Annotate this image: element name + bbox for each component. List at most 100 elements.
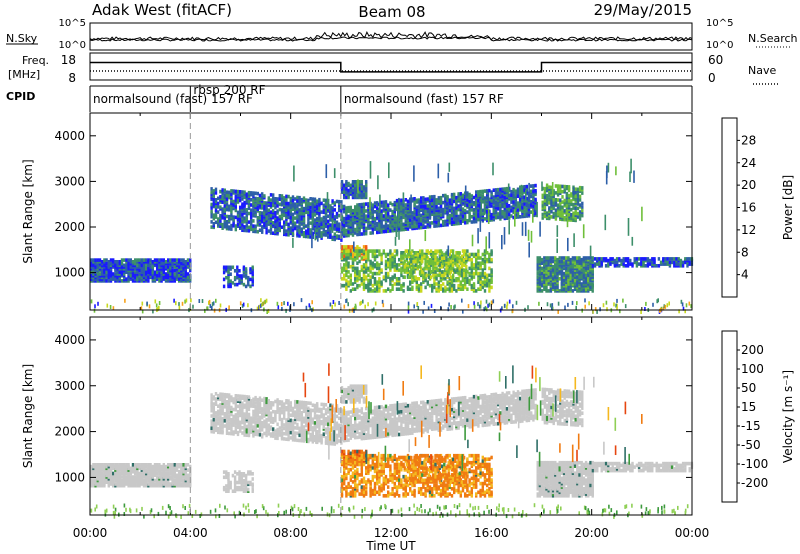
ground-scatter-cell [213, 308, 216, 313]
heat-cell [477, 198, 480, 203]
heat-cell [134, 279, 137, 283]
heat-cell [475, 252, 478, 257]
heat-cell [488, 259, 491, 264]
heat-cell [300, 217, 303, 221]
heat-cell [398, 268, 401, 272]
heat-cell [252, 227, 255, 232]
heat-cell [420, 282, 423, 286]
heat-cell [457, 214, 460, 219]
heat-cell [105, 463, 108, 467]
heat-cell [345, 252, 348, 257]
ground-scatter-cell [485, 307, 488, 312]
heat-cell [598, 260, 601, 265]
heat-cell [406, 227, 410, 231]
heat-cell [354, 187, 357, 191]
ground-scatter-cell [448, 302, 450, 307]
heat-cell [212, 222, 215, 226]
heat-cell [574, 190, 577, 195]
heat-cell [234, 208, 237, 213]
heat-cell [238, 269, 241, 273]
ground-scatter-cell [359, 301, 361, 306]
heat-cell [362, 212, 366, 217]
heat-cell [483, 196, 487, 200]
heat-cell [245, 228, 248, 233]
heat-cell [450, 206, 454, 211]
ground-scatter-cell [148, 304, 151, 309]
heat-cell [470, 197, 473, 202]
heat-cell [449, 270, 453, 274]
heat-cell [343, 245, 346, 249]
heat-cell [382, 200, 385, 204]
heat-cell [147, 279, 150, 283]
streak-cell [317, 232, 319, 242]
heat-cell [426, 204, 429, 208]
heat-cell [347, 264, 350, 269]
heat-cell [446, 287, 449, 291]
heat-cell [578, 198, 582, 202]
heat-cell [446, 280, 449, 284]
heat-cell [455, 289, 458, 293]
heat-cell [490, 285, 493, 290]
heat-cell [123, 279, 126, 283]
heat-cell [483, 289, 487, 293]
heat-cell [316, 216, 319, 221]
heat-cell [519, 185, 522, 190]
heat-cell [431, 221, 434, 225]
heat-cell [223, 188, 226, 193]
ground-scatter-cell [549, 303, 552, 308]
heat-cell [602, 257, 606, 261]
heat-cell [640, 257, 643, 261]
heat-cell [576, 270, 579, 274]
heat-cell [358, 249, 361, 253]
heat-cell [486, 251, 489, 255]
heat-cell [107, 273, 110, 278]
heat-cell [247, 190, 251, 195]
freq-panel-frame [89, 52, 693, 81]
heat-cell [470, 208, 473, 212]
heat-cell [109, 261, 113, 266]
heat-cell [461, 207, 465, 211]
heat-cell [103, 258, 106, 262]
heat-cell [258, 211, 262, 215]
streak-cell [520, 184, 523, 194]
streak-cell [311, 230, 313, 249]
heat-cell [378, 263, 381, 267]
heat-cell [422, 196, 425, 200]
heat-cell [389, 257, 392, 262]
heat-cell [547, 270, 550, 274]
heat-cell [343, 257, 346, 262]
heat-cell [373, 210, 377, 214]
heat-cell [429, 275, 433, 279]
heat-cell [305, 229, 308, 234]
heat-cell [238, 274, 241, 278]
heat-cell [556, 203, 560, 207]
heat-cell [305, 224, 308, 228]
heat-cell [591, 261, 594, 265]
streak-cell [369, 197, 371, 212]
heat-cell [382, 275, 385, 279]
heat-cell [225, 214, 229, 219]
ground-scatter-cell [312, 307, 314, 312]
heat-cell [574, 187, 577, 191]
heat-cell [164, 279, 168, 283]
heat-cell [116, 267, 119, 271]
heat-cell [283, 196, 286, 200]
ground-scatter-cell [567, 302, 569, 307]
heat-cell [274, 210, 277, 215]
heat-cell [367, 287, 370, 291]
heat-cell [516, 201, 520, 205]
heat-cell [90, 279, 93, 283]
heat-cell [236, 269, 239, 273]
heat-cell [416, 252, 420, 257]
ground-scatter-cell [293, 302, 295, 307]
heat-cell [236, 214, 240, 218]
heat-cell [340, 208, 343, 213]
heat-cell [345, 282, 348, 286]
heat-cell [466, 249, 469, 253]
heat-cell [437, 196, 440, 200]
beam-title: Beam 08 [358, 3, 425, 21]
heat-cell [464, 214, 467, 218]
heat-cell [633, 260, 636, 265]
heat-cell [236, 217, 240, 222]
heat-cell [228, 190, 231, 195]
